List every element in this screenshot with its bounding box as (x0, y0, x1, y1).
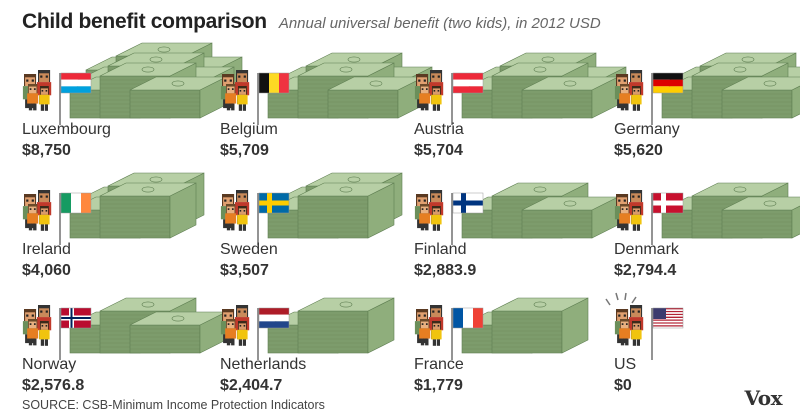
country-label: Austria (414, 121, 464, 138)
family-icon (414, 190, 444, 231)
pictograph-item: Norway $2,576.8 (22, 297, 227, 394)
value-label: $2,404.7 (220, 377, 282, 394)
cash-stack-mark (461, 52, 627, 119)
family-icon (220, 190, 250, 231)
cash-stack-mark (461, 182, 619, 239)
cash-stack-mark (661, 52, 800, 119)
us-flag-icon (652, 307, 684, 329)
germany-flag-icon (652, 72, 684, 94)
ireland-flag-icon (60, 192, 92, 214)
value-label: $8,750 (22, 142, 71, 159)
chart-title: Child benefit comparison (22, 10, 267, 33)
norway-flag-icon (60, 307, 92, 329)
cash-stack-mark (267, 52, 433, 119)
pictograph-item: Luxembourg $8,750 (22, 42, 243, 159)
family-icon (614, 305, 644, 346)
family-icon (22, 70, 52, 111)
sweden-flag-icon (258, 192, 290, 214)
cash-stack-mark (267, 297, 395, 354)
value-label: $1,779 (414, 377, 463, 394)
country-label: Belgium (220, 121, 278, 138)
rays-icon (605, 292, 637, 306)
value-label: $4,060 (22, 262, 71, 279)
cash-stack-mark (661, 182, 800, 239)
value-label: $2,576.8 (22, 377, 84, 394)
country-label: US (614, 356, 636, 373)
france-flag-icon (452, 307, 484, 329)
value-label: $3,507 (220, 262, 269, 279)
austria-flag-icon (452, 72, 484, 94)
vox-logo: Vox (744, 386, 783, 410)
family-icon (220, 70, 250, 111)
cash-stack-mark (69, 172, 205, 239)
cash-stack-mark (69, 297, 227, 354)
family-icon (614, 70, 644, 111)
value-label: $5,704 (414, 142, 463, 159)
cash-stack-mark (461, 297, 589, 354)
pictograph-item: Ireland $4,060 (22, 172, 205, 279)
family-icon (414, 305, 444, 346)
country-label: Germany (614, 121, 680, 138)
pictograph-item: Denmark $2,794.4 (614, 182, 800, 279)
value-label: $5,709 (220, 142, 269, 159)
country-label: Finland (414, 241, 466, 258)
value-label: $5,620 (614, 142, 663, 159)
pictograph-item: Netherlands $2,404.7 (220, 297, 395, 394)
source-note: SOURCE: CSB-Minimum Income Protection In… (22, 398, 325, 412)
value-label: $2,794.4 (614, 262, 676, 279)
family-icon (22, 305, 52, 346)
value-label: $0 (614, 377, 632, 394)
country-label: Sweden (220, 241, 278, 258)
pictograph-item: France $1,779 (414, 297, 589, 394)
denmark-flag-icon (652, 192, 684, 214)
country-label: Ireland (22, 241, 71, 258)
pictograph-item: Austria $5,704 (414, 52, 627, 159)
chart-header: Child benefit comparison Annual universa… (22, 10, 601, 40)
family-icon (614, 190, 644, 231)
country-label: Denmark (614, 241, 680, 258)
luxembourg-flag-icon (60, 72, 92, 94)
pictograph-item: Germany $5,620 (614, 52, 800, 159)
pictograph-item: Finland $2,883.9 (414, 182, 619, 279)
value-label: $2,883.9 (414, 262, 476, 279)
finland-flag-icon (452, 192, 484, 214)
pictograph-item: Sweden $3,507 (220, 172, 403, 279)
country-label: Luxembourg (22, 121, 111, 138)
chart-subtitle: Annual universal benefit (two kids), in … (278, 15, 601, 32)
pictograph-item: Belgium $5,709 (220, 52, 433, 159)
family-icon (414, 70, 444, 111)
family-icon (22, 190, 52, 231)
pictograph-item: US $0 (605, 292, 684, 394)
country-label: France (414, 356, 464, 373)
belgium-flag-icon (258, 72, 290, 94)
cash-stack-mark (69, 42, 243, 119)
country-label: Netherlands (220, 356, 306, 373)
family-icon (220, 305, 250, 346)
netherlands-flag-icon (258, 307, 290, 329)
country-label: Norway (22, 356, 76, 373)
